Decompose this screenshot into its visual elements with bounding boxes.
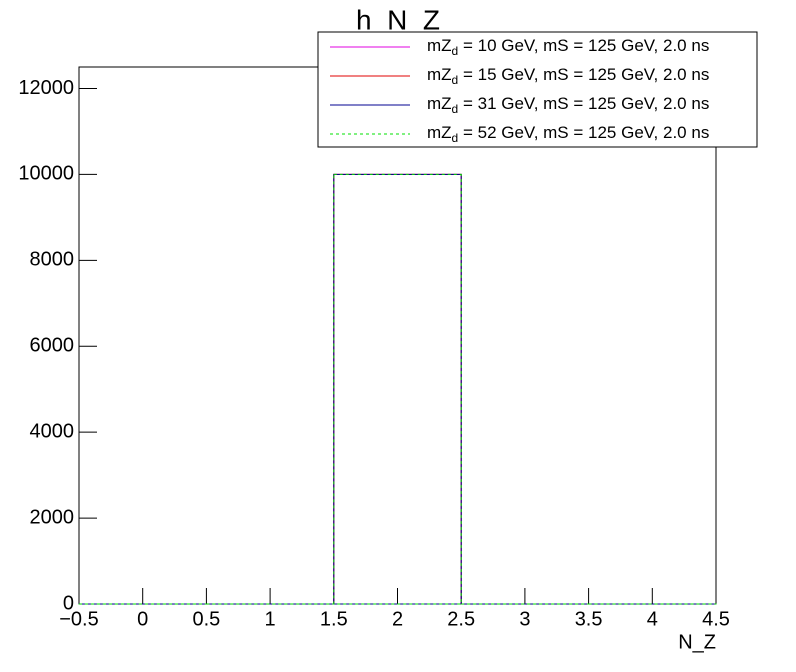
legend-subscript: d	[452, 73, 459, 87]
legend-label: mZd = 15 GeV, mS = 125 GeV, 2.0 ns	[427, 65, 709, 87]
y-tick-label: 4000	[30, 420, 75, 442]
x-tick-label: 1	[265, 608, 276, 630]
chart-title: h_N_Z	[356, 4, 440, 35]
y-tick-label: 8000	[30, 249, 75, 271]
legend-text: mZ	[427, 123, 452, 142]
legend-text: = 15 GeV, mS = 125 GeV, 2.0 ns	[458, 65, 709, 84]
x-tick-label: 1.5	[320, 608, 348, 630]
legend-text: mZ	[427, 65, 452, 84]
legend-subscript: d	[452, 102, 459, 116]
y-tick-label: 0	[63, 592, 74, 614]
x-tick-label: 2.5	[447, 608, 475, 630]
x-tick-label: 4.5	[702, 608, 730, 630]
legend-text: mZ	[427, 94, 452, 113]
legend-text: = 31 GeV, mS = 125 GeV, 2.0 ns	[458, 94, 709, 113]
histogram-bar	[333, 173, 462, 605]
legend-box	[317, 31, 758, 148]
y-tick-label: 12000	[18, 77, 74, 99]
legend-text: mZ	[427, 36, 452, 55]
y-tick-label: 2000	[30, 506, 75, 528]
x-tick-label: 4	[647, 608, 658, 630]
legend-subscript: d	[452, 44, 459, 58]
x-tick-label: 2	[392, 608, 403, 630]
legend-label: mZd = 10 GeV, mS = 125 GeV, 2.0 ns	[427, 36, 709, 58]
legend-text: = 52 GeV, mS = 125 GeV, 2.0 ns	[458, 123, 709, 142]
y-tick-label: 10000	[18, 163, 74, 185]
y-tick-label: 6000	[30, 335, 75, 357]
x-tick-label: 3.5	[575, 608, 603, 630]
legend-label: mZd = 31 GeV, mS = 125 GeV, 2.0 ns	[427, 94, 709, 116]
x-axis-label: N_Z	[678, 631, 716, 653]
x-tick-label: 3	[519, 608, 530, 630]
legend-text: = 10 GeV, mS = 125 GeV, 2.0 ns	[458, 36, 709, 55]
x-tick-label: 0	[137, 608, 148, 630]
x-tick-label: 0.5	[192, 608, 220, 630]
legend-label: mZd = 52 GeV, mS = 125 GeV, 2.0 ns	[427, 123, 709, 145]
x-tick-label: −0.5	[59, 608, 98, 630]
legend-subscript: d	[452, 131, 459, 145]
